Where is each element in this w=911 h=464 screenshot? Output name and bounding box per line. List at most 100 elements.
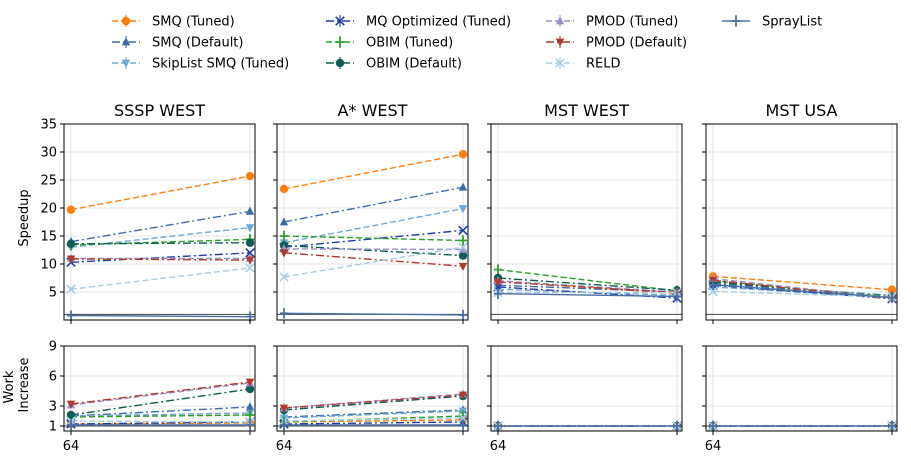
legend-entry-obim-default: OBIM (Default) [326, 57, 462, 72]
series-line-smq-tuned [70, 175, 251, 211]
x-tick-label: 64 [276, 439, 293, 454]
y-tick-label: 6 [49, 370, 57, 385]
speedup-axes-a-west [273, 123, 469, 324]
speedup-axes-mst-west [487, 123, 683, 324]
data-point-spraylist [279, 419, 289, 431]
axes-frame [490, 345, 683, 432]
series-line-obim-tuned [283, 235, 464, 242]
legend-label-obim-tuned: OBIM (Tuned) [366, 36, 453, 51]
y-tick-label: 1 [49, 420, 57, 435]
axes-frame [63, 123, 256, 321]
series-spraylist [279, 419, 468, 431]
panel-title-a-west: A* WEST [338, 101, 408, 120]
data-point-reld [458, 413, 468, 423]
legend-entry-reld: RELD [546, 57, 621, 72]
data-point-spraylist [66, 419, 76, 431]
legend-marker-spraylist [731, 15, 741, 27]
series-smq-tuned [66, 171, 255, 214]
series-smq-tuned [279, 150, 468, 194]
work-increase-label-line-1: Work [2, 370, 17, 403]
x-tick-label: 64 [63, 439, 80, 454]
legend-label-smq-default: SMQ (Default) [152, 36, 243, 51]
data-point-skiplist-smq-tuned [458, 205, 468, 214]
series-spraylist [279, 308, 468, 321]
data-point-spraylist [458, 309, 468, 321]
legend-marker-skiplist-smq-tuned [121, 59, 131, 68]
work-axes-mst-usa: 64 [702, 345, 898, 454]
panel-title-mst-west: MST WEST [544, 101, 629, 120]
series-obim-default [66, 238, 255, 249]
series-line-pmod-default [283, 394, 464, 409]
series-obim-tuned [279, 230, 468, 246]
series-obim-default [708, 277, 897, 302]
legend-label-reld: RELD [586, 57, 621, 72]
series-line-smq-default [283, 186, 464, 223]
y-tick-label: 35 [40, 118, 57, 133]
series-line-pmod-tuned [283, 393, 464, 409]
legend-marker-mq-optimized-tuned [335, 16, 345, 26]
axes-frame [490, 123, 683, 321]
data-point-smq-default [245, 206, 255, 215]
data-point-pmod-default [66, 400, 76, 409]
data-point-pmod-default [279, 249, 289, 258]
legend-marker-obim-tuned [335, 36, 345, 48]
axes-frame [705, 345, 898, 432]
axes-frame [276, 123, 469, 321]
series-line-smq-default [70, 210, 251, 243]
legend-entry-pmod-tuned: PMOD (Tuned) [546, 15, 678, 30]
data-point-spraylist [458, 419, 468, 431]
data-point-smq-tuned [887, 285, 897, 294]
data-point-obim-tuned [493, 264, 503, 275]
panel-title-sssp-west: SSSP WEST [114, 101, 205, 120]
series-smq-default [66, 206, 255, 245]
data-point-obim-tuned [458, 235, 468, 246]
series-spraylist [66, 419, 255, 431]
series-skiplist-smq-tuned [708, 422, 897, 431]
panel-title-mst-usa: MST USA [766, 101, 838, 120]
series-line-mq-optimized-tuned [283, 229, 464, 248]
legend-label-smq-tuned: SMQ (Tuned) [152, 15, 235, 30]
data-point-spraylist [493, 288, 503, 299]
series-spraylist [708, 420, 897, 432]
data-point-obim-tuned [245, 409, 255, 421]
work-axes-a-west: 64 [273, 345, 469, 454]
x-tick-label: 64 [705, 439, 722, 454]
series-pmod-default [493, 422, 682, 431]
data-point-pmod-default [245, 256, 255, 265]
series-line-obim-tuned [497, 268, 678, 292]
x-tick-label: 64 [490, 439, 507, 454]
series-spraylist [493, 420, 682, 432]
data-point-mq-optimized-tuned [245, 248, 255, 258]
series-line-spraylist [497, 292, 678, 298]
legend-label-obim-default: OBIM (Default) [366, 57, 462, 72]
series-mq-optimized-tuned [279, 225, 468, 252]
panel-a-west: A* WEST 64 [273, 101, 469, 454]
data-point-mq-optimized-tuned [458, 225, 468, 236]
series-reld [279, 242, 468, 282]
panel-sssp-west: SSSP WEST 5 10 15 20 25 30 35 1 3 6 9 64 [40, 101, 256, 454]
series-pmod-default [66, 255, 255, 265]
series-line-skiplist-smq-tuned [283, 207, 464, 244]
work-increase-label-line-2: Increase [17, 357, 32, 412]
data-point-obim-default [66, 239, 76, 249]
legend-marker-smq-tuned [121, 16, 131, 26]
y-tick-label: 30 [40, 146, 57, 161]
y-tick-label: 20 [40, 202, 57, 217]
data-point-spraylist [708, 420, 718, 432]
series-reld [66, 263, 255, 294]
data-point-spraylist [279, 308, 289, 319]
series-line-skiplist-smq-tuned [283, 410, 464, 419]
series-line-obim-default [283, 244, 464, 257]
series-line-spraylist [283, 312, 464, 316]
data-point-pmod-default [493, 278, 503, 287]
series-skiplist-smq-tuned [493, 422, 682, 431]
legend-label-mq-optimized-tuned: MQ Optimized (Tuned) [366, 15, 511, 30]
legend-marker-pmod-default [555, 38, 565, 47]
data-point-pmod-tuned [458, 244, 468, 253]
data-point-pmod-default [245, 378, 255, 387]
series-spraylist [66, 310, 255, 322]
legend-entry-pmod-default: PMOD (Default) [546, 36, 687, 51]
data-point-spraylist [66, 310, 76, 321]
series-line-reld [70, 267, 251, 290]
